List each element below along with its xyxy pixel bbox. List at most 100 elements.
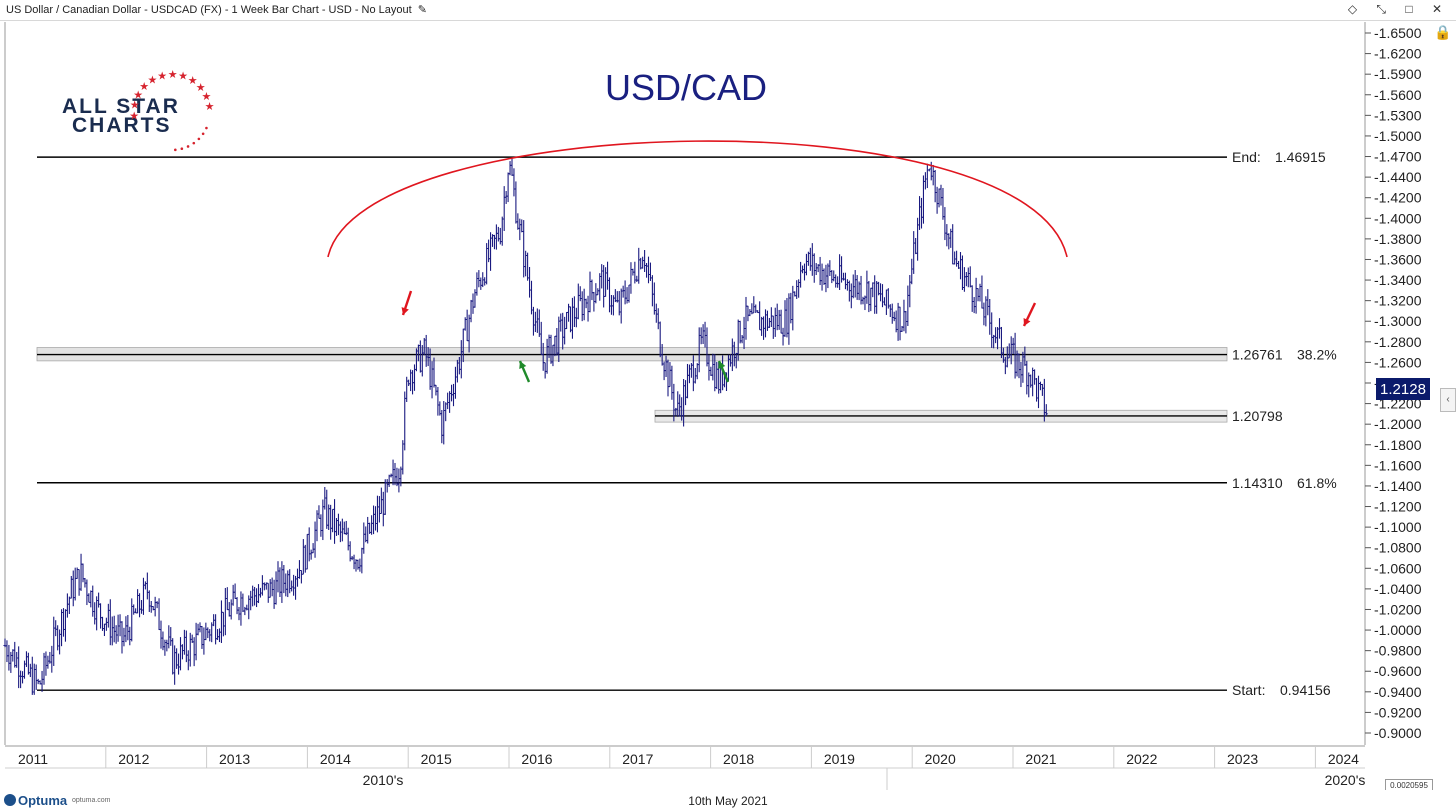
y-tick-label: -1.2600 bbox=[1374, 354, 1422, 370]
level-value: 1.26761 bbox=[1232, 347, 1283, 363]
y-tick-label: -1.0000 bbox=[1374, 622, 1422, 638]
y-tick-label: -0.9200 bbox=[1374, 704, 1422, 720]
decade-label: 2010's bbox=[363, 772, 404, 788]
x-tick-label: 2023 bbox=[1227, 751, 1258, 767]
brand-star: ★ bbox=[147, 73, 157, 86]
brand-dot bbox=[192, 141, 196, 145]
chart-title: USD/CAD bbox=[605, 67, 767, 108]
window-titlebar: US Dollar / Canadian Dollar - USDCAD (FX… bbox=[0, 0, 1456, 21]
down-arrow-head bbox=[1023, 318, 1031, 326]
level-value: 0.94156 bbox=[1280, 682, 1331, 698]
optuma-site: optuma.com bbox=[72, 797, 111, 804]
y-tick-label: -1.3600 bbox=[1374, 251, 1422, 267]
x-tick-label: 2017 bbox=[622, 751, 653, 767]
level-value: 1.20798 bbox=[1232, 408, 1283, 424]
brand-star: ★ bbox=[157, 69, 167, 82]
brand-dot bbox=[174, 148, 177, 152]
brand-star: ★ bbox=[130, 99, 140, 112]
y-tick-label: -1.6500 bbox=[1374, 25, 1422, 41]
x-tick-label: 2012 bbox=[118, 751, 149, 767]
y-tick-label: -1.1200 bbox=[1374, 499, 1422, 515]
footer-bar: Optuma optuma.com 10th May 2021 bbox=[0, 790, 1456, 812]
brand-line2: CHARTS bbox=[72, 114, 172, 137]
y-tick-label: -1.5300 bbox=[1374, 107, 1422, 123]
y-tick-label: -1.1000 bbox=[1374, 519, 1422, 535]
time-axis[interactable]: 2011 2012 2013 2014 2015 2016 2017 2018 2019 2020… bbox=[18, 746, 1365, 790]
collapse-axis-chevron-icon[interactable]: ‹ bbox=[1440, 388, 1456, 412]
brand-dot bbox=[180, 147, 184, 151]
y-tick-label: -1.3800 bbox=[1374, 231, 1422, 247]
edit-pencil-icon[interactable]: ✎ bbox=[417, 4, 427, 16]
chart-annotations bbox=[327, 140, 1068, 383]
y-tick-label: -1.3000 bbox=[1374, 313, 1422, 329]
x-tick-label: 2016 bbox=[521, 751, 552, 767]
brand-star: ★ bbox=[129, 109, 139, 122]
y-tick-label: -1.2800 bbox=[1374, 334, 1422, 350]
up-arrow-head bbox=[519, 361, 527, 369]
y-tick-label: -1.0600 bbox=[1374, 560, 1422, 576]
y-tick-label: -1.4700 bbox=[1374, 149, 1422, 165]
y-tick-label: -1.0200 bbox=[1374, 601, 1422, 617]
price-chart[interactable]: USD/CAD ALL STAR CHARTS ★★★★★ ★ ★ ★ ★★★★ -1.… bbox=[0, 20, 1456, 790]
level-value: 1.14310 bbox=[1232, 475, 1283, 491]
y-tick-label: -1.2000 bbox=[1374, 416, 1422, 432]
last-price-label: 1.2128 bbox=[1380, 381, 1426, 398]
up-arrow-head bbox=[718, 361, 726, 369]
y-tick-label: -0.9600 bbox=[1374, 663, 1422, 679]
level-percent: 61.8% bbox=[1297, 475, 1337, 491]
decade-label: 2020's bbox=[1325, 772, 1366, 788]
y-tick-label: -1.0800 bbox=[1374, 540, 1422, 556]
y-tick-label: -1.1400 bbox=[1374, 478, 1422, 494]
weekly-price-bars bbox=[3, 157, 1048, 695]
x-tick-label: 2022 bbox=[1126, 751, 1157, 767]
optuma-logo-icon bbox=[4, 794, 16, 806]
y-tick-label: -1.3200 bbox=[1374, 293, 1422, 309]
level-value: 1.46915 bbox=[1275, 149, 1326, 165]
y-tick-label: -1.5600 bbox=[1374, 87, 1422, 103]
y-tick-label: -0.9000 bbox=[1374, 725, 1422, 741]
brand-dot bbox=[201, 132, 205, 136]
x-tick-label: 2021 bbox=[1025, 751, 1056, 767]
y-tick-label: -1.5000 bbox=[1374, 128, 1422, 144]
x-tick-label: 2019 bbox=[824, 751, 855, 767]
brand-star: ★ bbox=[133, 89, 143, 102]
level-labels: End: 1.46915 1.26761 38.2% 1.20798 1.14310 61.… bbox=[1232, 149, 1337, 698]
brand-dot bbox=[205, 126, 208, 130]
chart-date: 10th May 2021 bbox=[688, 794, 768, 808]
optuma-logo: Optuma bbox=[4, 793, 67, 808]
down-arrow-head bbox=[401, 307, 409, 315]
window-controls[interactable]: ◇ ⤡ □ ✕ bbox=[1347, 2, 1450, 16]
level-tag: Start: bbox=[1232, 682, 1265, 698]
x-tick-label: 2011 bbox=[18, 751, 48, 767]
fibonacci-levels bbox=[37, 156, 1227, 691]
brand-star: ★ bbox=[205, 100, 215, 113]
brand-star: ★ bbox=[168, 68, 178, 81]
x-tick-label: 2020 bbox=[925, 751, 956, 767]
brand-star: ★ bbox=[139, 80, 149, 93]
brand-dot bbox=[197, 137, 201, 141]
y-tick-label: -0.9400 bbox=[1374, 684, 1422, 700]
brand-star: ★ bbox=[196, 81, 206, 94]
all-star-charts-logo: ALL STAR CHARTS ★★★★★ ★ ★ ★ ★★★★ bbox=[62, 68, 215, 152]
level-tag: End: bbox=[1232, 149, 1261, 165]
y-tick-label: -1.5900 bbox=[1374, 66, 1422, 82]
brand-star: ★ bbox=[202, 90, 212, 103]
y-tick-label: -1.4000 bbox=[1374, 210, 1422, 226]
last-price-marker: 1.2128 bbox=[1376, 378, 1430, 400]
x-tick-label: 2018 bbox=[723, 751, 754, 767]
brand-star-ring-icon: ★★★★★ ★ ★ ★ ★★★★ bbox=[129, 68, 215, 152]
y-tick-label: -1.1600 bbox=[1374, 457, 1422, 473]
brand-line1: ALL STAR bbox=[62, 95, 180, 118]
rounding-top-arc bbox=[327, 140, 1068, 258]
lock-icon[interactable]: 🔒 bbox=[1434, 24, 1452, 40]
level-percent: 38.2% bbox=[1297, 347, 1337, 363]
brand-dot bbox=[186, 145, 190, 148]
brand-star: ★ bbox=[188, 74, 198, 87]
last-price-box bbox=[1376, 378, 1430, 400]
y-tick-label: -1.6200 bbox=[1374, 46, 1422, 62]
support-resistance-bands bbox=[36, 347, 1228, 423]
y-tick-label: -0.9800 bbox=[1374, 643, 1422, 659]
y-tick-label: -1.0400 bbox=[1374, 581, 1422, 597]
x-tick-label: 2015 bbox=[421, 751, 452, 767]
y-tick-label: -1.3400 bbox=[1374, 272, 1422, 288]
